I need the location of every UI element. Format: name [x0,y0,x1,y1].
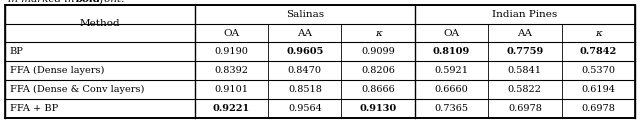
Text: 0.5370: 0.5370 [581,66,615,75]
Text: AA: AA [517,29,532,37]
Text: 0.9190: 0.9190 [214,47,248,56]
Text: Indian Pines: Indian Pines [492,10,557,19]
Text: Salinas: Salinas [286,10,324,19]
Text: 0.6660: 0.6660 [435,85,468,94]
Text: 0.7365: 0.7365 [435,104,468,113]
Text: 0.7759: 0.7759 [506,47,543,56]
Text: 0.5822: 0.5822 [508,85,542,94]
Text: 0.8109: 0.8109 [433,47,470,56]
Text: bold: bold [76,0,101,4]
Text: 0.9221: 0.9221 [213,104,250,113]
Text: 0.9605: 0.9605 [286,47,323,56]
Text: 0.8666: 0.8666 [362,85,395,94]
Text: 0.6194: 0.6194 [581,85,615,94]
Text: in marked in: in marked in [8,0,78,4]
Text: 0.8470: 0.8470 [288,66,322,75]
Text: Method: Method [79,19,120,28]
Text: FFA (Dense layers): FFA (Dense layers) [10,66,104,75]
Text: 0.8392: 0.8392 [214,66,248,75]
Text: AA: AA [298,29,312,37]
Text: 0.5841: 0.5841 [508,66,542,75]
Text: 0.8206: 0.8206 [361,66,395,75]
Text: 0.7842: 0.7842 [580,47,617,56]
Text: 0.9564: 0.9564 [288,104,322,113]
Text: font.: font. [97,0,124,4]
Text: FFA (Dense & Conv layers): FFA (Dense & Conv layers) [10,85,144,94]
Text: 0.9101: 0.9101 [214,85,248,94]
Text: 0.5921: 0.5921 [435,66,468,75]
Text: 0.6978: 0.6978 [508,104,542,113]
Text: κ: κ [375,29,381,37]
Text: FFA + BP: FFA + BP [10,104,58,113]
Text: 0.8518: 0.8518 [288,85,322,94]
Text: 0.6978: 0.6978 [581,104,615,113]
Text: BP: BP [10,47,24,56]
Text: κ: κ [595,29,602,37]
Text: 0.9130: 0.9130 [360,104,397,113]
Text: OA: OA [223,29,239,37]
Text: OA: OA [444,29,460,37]
Text: 0.9099: 0.9099 [362,47,395,56]
